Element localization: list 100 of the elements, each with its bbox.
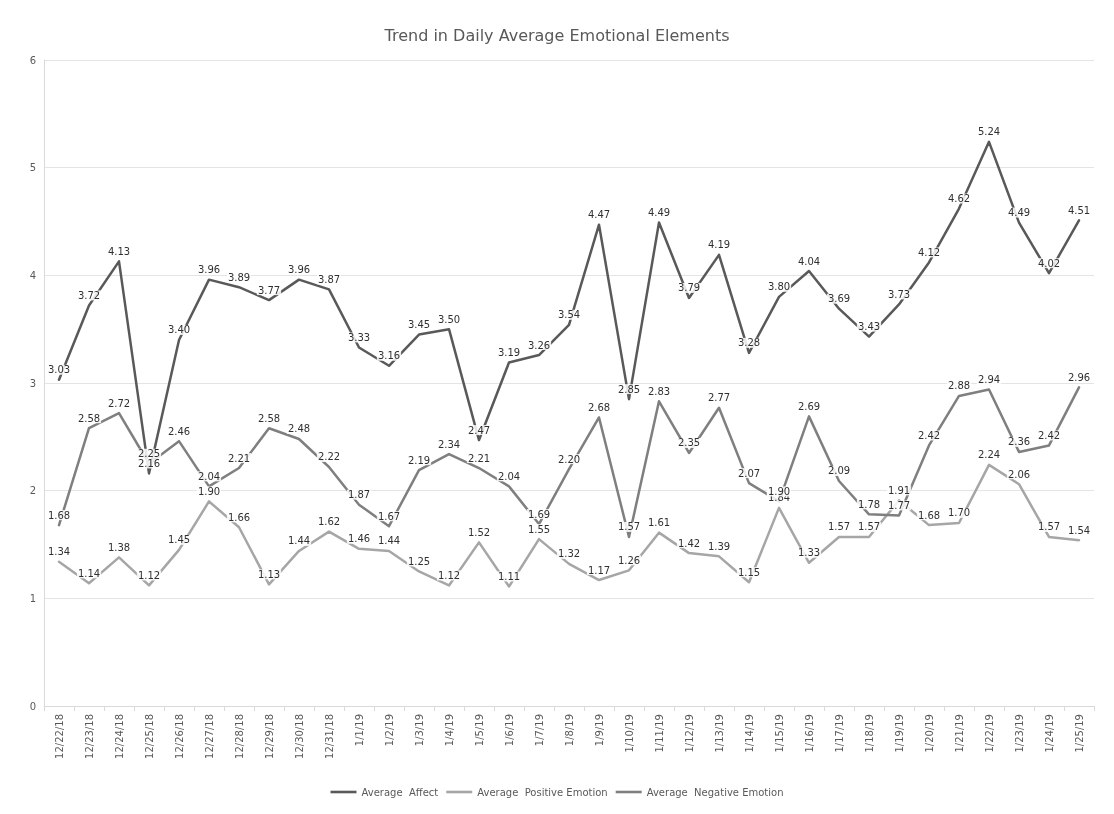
y-tick-label: 5 <box>29 162 36 174</box>
x-tick-label: 1/2/19 <box>383 714 395 747</box>
data-label: 2.22 <box>317 451 341 463</box>
data-label: 1.69 <box>527 508 551 520</box>
data-label: 3.69 <box>827 293 851 305</box>
data-label: 3.87 <box>317 273 341 285</box>
data-label: 3.28 <box>737 337 761 349</box>
data-label: 3.19 <box>497 347 521 359</box>
data-label: 3.89 <box>227 271 251 283</box>
x-tick-label: 12/28/18 <box>233 714 245 759</box>
data-label: 2.88 <box>947 380 971 392</box>
data-label: 3.96 <box>197 264 221 276</box>
x-tick-label: 1/10/19 <box>623 714 635 753</box>
data-label: 3.80 <box>767 281 791 293</box>
data-label: 1.26 <box>617 554 641 566</box>
data-label: 1.77 <box>887 499 911 511</box>
x-tick-label: 1/1/19 <box>353 714 365 747</box>
data-label: 2.68 <box>587 401 611 413</box>
data-label: 1.25 <box>407 555 431 567</box>
x-tick-label: 12/29/18 <box>263 714 275 759</box>
data-label: 1.70 <box>947 507 971 519</box>
data-label: 3.77 <box>257 284 281 296</box>
x-tick-label: 1/11/19 <box>653 714 665 753</box>
data-label: 4.13 <box>107 245 131 257</box>
x-tick-label: 12/25/18 <box>143 714 155 759</box>
data-label: 1.78 <box>857 498 881 510</box>
data-label: 2.34 <box>437 438 461 450</box>
data-label: 1.62 <box>317 516 341 528</box>
data-label: 1.45 <box>167 534 191 546</box>
data-label: 1.61 <box>647 517 671 529</box>
x-tick-label: 12/31/18 <box>323 714 335 759</box>
data-label: 3.16 <box>377 350 401 362</box>
data-label: 2.72 <box>107 397 131 409</box>
data-label: 3.45 <box>407 319 431 331</box>
x-tick-label: 1/24/19 <box>1043 714 1055 753</box>
data-label: 3.43 <box>857 321 881 333</box>
x-tick-label: 1/9/19 <box>593 714 605 747</box>
data-label: 1.42 <box>677 537 701 549</box>
legend-label: Average Positive Emotion <box>477 786 608 798</box>
data-label: 2.04 <box>197 470 221 482</box>
data-label: 1.44 <box>287 535 311 547</box>
data-label: 1.46 <box>347 533 371 545</box>
data-label: 3.72 <box>77 289 101 301</box>
data-label: 3.03 <box>47 364 71 376</box>
data-label: 1.68 <box>917 509 941 521</box>
data-label: 1.57 <box>827 521 851 533</box>
x-tick-label: 1/21/19 <box>953 714 965 753</box>
data-label: 4.49 <box>1007 207 1031 219</box>
x-tick-label: 1/23/19 <box>1013 714 1025 753</box>
data-label: 1.13 <box>257 568 281 580</box>
data-label: 2.06 <box>1007 468 1031 480</box>
data-label: 2.58 <box>257 412 281 424</box>
data-label: 1.57 <box>1037 521 1061 533</box>
data-label: 3.54 <box>557 309 581 321</box>
x-tick-label: 12/27/18 <box>203 714 215 759</box>
y-tick-label: 4 <box>29 269 36 281</box>
data-label: 2.47 <box>467 424 491 436</box>
y-tick-label: 3 <box>29 377 36 389</box>
data-label: 2.94 <box>977 373 1001 385</box>
y-tick-label: 2 <box>29 485 36 497</box>
data-label: 2.24 <box>977 449 1001 461</box>
data-label: 4.12 <box>917 246 941 258</box>
x-tick-label: 1/20/19 <box>923 714 935 753</box>
data-label: 1.57 <box>857 521 881 533</box>
x-tick-label: 1/8/19 <box>563 714 575 747</box>
data-label: 1.15 <box>737 566 761 578</box>
data-label: 3.50 <box>437 313 461 325</box>
x-tick-label: 1/15/19 <box>773 714 785 753</box>
data-label: 2.19 <box>407 454 431 466</box>
data-label: 2.36 <box>1007 436 1031 448</box>
data-label: 5.24 <box>977 126 1001 138</box>
data-label: 1.52 <box>467 526 491 538</box>
data-label: 2.85 <box>617 383 641 395</box>
y-tick-label: 6 <box>29 54 36 66</box>
data-label: 2.35 <box>677 437 701 449</box>
data-label: 1.55 <box>527 523 551 535</box>
data-label: 1.39 <box>707 540 731 552</box>
x-tick-label: 12/30/18 <box>293 714 305 759</box>
data-label: 1.87 <box>347 489 371 501</box>
x-tick-label: 1/22/19 <box>983 714 995 753</box>
y-tick-label: 0 <box>29 700 36 712</box>
y-tick-label: 1 <box>29 592 36 604</box>
data-label: 1.68 <box>47 509 71 521</box>
x-tick-label: 1/13/19 <box>713 714 725 753</box>
data-label: 4.47 <box>587 209 611 221</box>
data-label: 1.66 <box>227 511 251 523</box>
data-label: 1.32 <box>557 548 581 560</box>
data-label: 3.33 <box>347 331 371 343</box>
data-label: 1.91 <box>887 484 911 496</box>
x-tick-label: 12/23/18 <box>83 714 95 759</box>
x-tick-label: 1/16/19 <box>803 714 815 753</box>
data-label: 2.21 <box>227 452 251 464</box>
data-label: 2.25 <box>137 448 161 460</box>
data-label: 1.33 <box>797 547 821 559</box>
legend-label: Average Negative Emotion <box>646 786 784 798</box>
data-label: 2.21 <box>467 452 491 464</box>
x-tick-label: 1/19/19 <box>893 714 905 753</box>
data-label: 1.12 <box>437 569 461 581</box>
data-label: 3.73 <box>887 288 911 300</box>
data-label: 2.20 <box>557 453 581 465</box>
